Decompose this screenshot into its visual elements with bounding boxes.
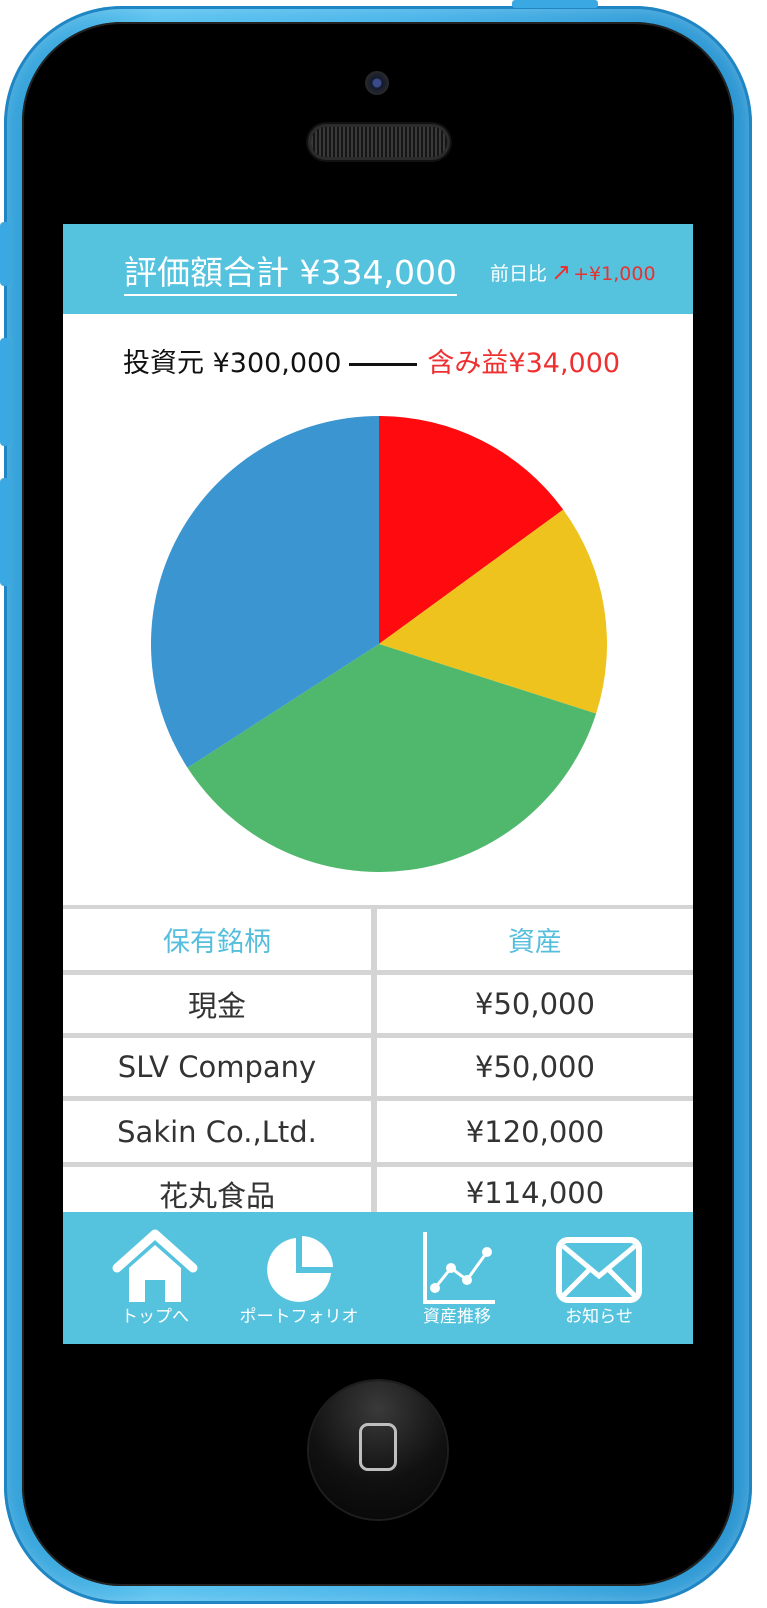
table-header-holding: 保有銘柄 — [63, 909, 371, 970]
portfolio-pie-chart[interactable] — [143, 408, 615, 880]
table-cell-asset: ¥50,000 — [377, 1038, 693, 1096]
home-icon — [112, 1229, 198, 1302]
table-cell-holding: SLV Company — [63, 1038, 371, 1096]
line-chart-icon — [423, 1232, 495, 1304]
pie-slice[interactable] — [379, 416, 564, 644]
home-button-square-icon — [359, 1423, 397, 1471]
volume-down-button — [0, 478, 10, 586]
unrealized-gain: 含み益¥34,000 — [427, 348, 621, 379]
power-button — [512, 0, 598, 8]
pie-chart-icon — [267, 1236, 333, 1302]
nav-item-top[interactable]: トップへ — [103, 1212, 207, 1344]
nav-label-portfolio: ポートフォリオ — [239, 1307, 359, 1327]
pie-slice[interactable] — [187, 644, 597, 872]
previous-day-change: 前日比 ↗ +¥1,000 — [490, 260, 656, 286]
table-cell-asset: ¥50,000 — [377, 975, 693, 1033]
mute-switch — [0, 222, 10, 286]
table-cell-asset: ¥114,000 — [377, 1167, 693, 1214]
nav-label-notifications: お知らせ — [565, 1307, 633, 1327]
pie-slice[interactable] — [379, 509, 607, 714]
nav-item-notifications[interactable]: お知らせ — [549, 1212, 649, 1344]
table-cell-asset: ¥120,000 — [377, 1101, 693, 1162]
mail-icon — [556, 1237, 642, 1303]
header-bar: 評価額合計 ¥334,000 前日比 ↗ +¥1,000 — [63, 224, 693, 314]
pie-slice[interactable] — [151, 416, 379, 768]
volume-up-button — [0, 338, 10, 446]
nav-item-portfolio[interactable]: ポートフォリオ — [227, 1212, 371, 1344]
nav-item-asset-history[interactable]: 資産推移 — [407, 1212, 507, 1344]
summary-dash — [349, 363, 418, 366]
table-cell-holding: 花丸食品 — [63, 1167, 371, 1214]
earpiece-speaker — [311, 127, 447, 157]
principal-amount: 投資元 ¥300,000 — [123, 348, 342, 379]
front-camera — [365, 71, 389, 95]
nav-label-asset-history: 資産推移 — [423, 1307, 491, 1327]
total-valuation[interactable]: 評価額合計 ¥334,000 — [124, 254, 457, 296]
up-arrow-icon: ↗ — [551, 258, 572, 286]
previous-day-label: 前日比 — [490, 263, 548, 285]
holdings-table: 保有銘柄 資産 現金 ¥50,000 SLV Company ¥50,000 S… — [63, 905, 693, 1214]
nav-label-top: トップへ — [121, 1307, 189, 1327]
table-cell-holding: 現金 — [63, 975, 371, 1033]
investment-summary: 投資元 ¥300,000 含み益¥34,000 — [123, 346, 693, 382]
home-button[interactable] — [309, 1381, 447, 1519]
table-header-asset: 資産 — [377, 909, 693, 970]
table-cell-holding: Sakin Co.,Ltd. — [63, 1101, 371, 1162]
bottom-nav: トップへ ポートフォリオ 資産推移 — [63, 1212, 693, 1344]
previous-day-delta: +¥1,000 — [573, 263, 656, 285]
app-screen: 評価額合計 ¥334,000 前日比 ↗ +¥1,000 投資元 ¥300,000 含… — [63, 224, 693, 1344]
